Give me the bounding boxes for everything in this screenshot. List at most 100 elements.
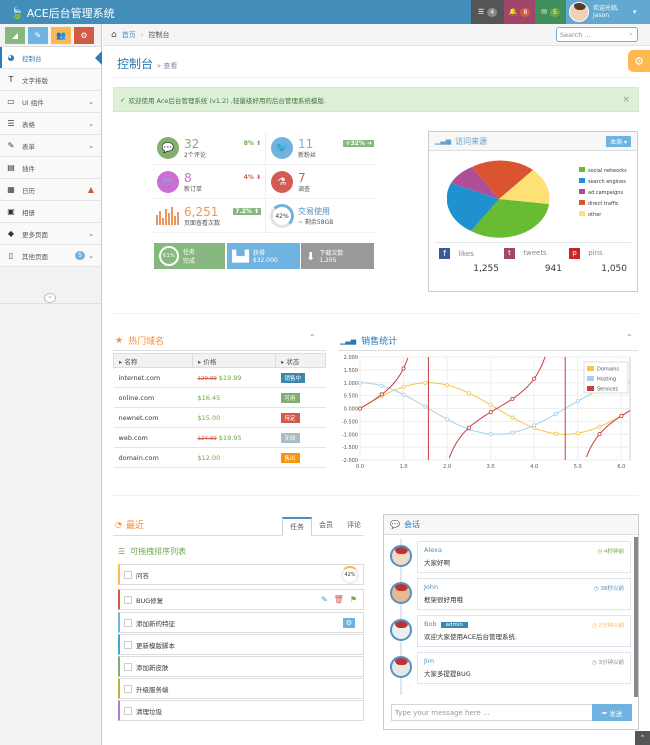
domain-status: 售出 xyxy=(275,447,326,468)
timeline-line xyxy=(400,539,402,695)
widget-header: ▁▃▅ 访问来源 本周 ▾ xyxy=(429,132,637,151)
chevron-down-icon: ⌄ xyxy=(88,141,94,150)
sidebar-item-widgets[interactable]: ▤ 插件 xyxy=(0,157,101,179)
legend-swatch xyxy=(587,376,594,381)
search-input[interactable]: Search ... ⌕ xyxy=(556,27,638,42)
data-point xyxy=(401,366,406,371)
collapse-chevron-icon[interactable]: ⌃ xyxy=(309,333,316,342)
y-tick-label: -1.000 xyxy=(342,432,358,438)
collapse-chevron-icon[interactable]: ⌃ xyxy=(626,333,633,342)
tab-members[interactable]: 会员 xyxy=(319,521,333,529)
table-row: online.com $16.45 可用 xyxy=(113,387,326,408)
task-checkbox[interactable] xyxy=(124,595,132,604)
task-progress: 42% xyxy=(341,565,359,584)
chart-shortcut-icon[interactable]: ◢ xyxy=(5,27,25,44)
flag-icon[interactable]: ⚑ xyxy=(349,595,357,604)
task-item[interactable]: 清理垃圾 xyxy=(118,700,364,721)
chevron-down-icon: ⌄ xyxy=(88,119,94,128)
task-item[interactable]: 添加新皮肤 xyxy=(118,656,364,677)
pins-value: 1,050 xyxy=(601,264,627,274)
trash-icon[interactable]: 🗑 xyxy=(333,595,344,604)
settings-gear-button[interactable]: ⚙ xyxy=(628,50,650,72)
task-item[interactable]: 添加新的特征 ⚙ xyxy=(118,612,364,633)
social-tweets: t tweets 941 xyxy=(504,248,562,274)
breadcrumb-home[interactable]: 首页 xyxy=(121,30,136,39)
sidebar-item-other[interactable]: ▯ 其他页面 5 ⌄ xyxy=(0,245,101,267)
tab-tasks[interactable]: 任务 xyxy=(282,517,312,536)
scroll-to-top-button[interactable]: ⌃ xyxy=(635,731,650,745)
chat-scrollbar[interactable] xyxy=(634,537,638,697)
infobox-number: 32 xyxy=(184,136,200,151)
flask-icon: ⚗ xyxy=(271,171,293,193)
message-author[interactable]: Alexa xyxy=(424,546,442,554)
signal-icon: ▁▃▅ xyxy=(340,336,357,345)
sidebar-item-gallery[interactable]: ▣ 相册 xyxy=(0,201,101,223)
domain-name: web.com xyxy=(113,427,193,448)
send-button[interactable]: ➦ 发送 xyxy=(592,704,632,721)
sidebar-item-more[interactable]: ◆ 更多页面 ⌄ xyxy=(0,223,101,245)
legend-item: search engines xyxy=(579,177,627,188)
sidebar-item-dashboard[interactable]: ◕ 控制台 xyxy=(0,47,102,69)
task-checkbox[interactable] xyxy=(124,570,132,579)
sidebar-item-calendar[interactable]: ▦ 日历 ▲ xyxy=(0,179,101,201)
pencil-icon[interactable]: ✎ xyxy=(320,595,328,604)
user-name: Jason xyxy=(593,12,610,19)
sidebar-item-tables[interactable]: ☰ 表格 ⌄ xyxy=(0,113,101,135)
settings-icon[interactable]: ⚙ xyxy=(342,617,355,628)
dashboard-icon: ◕ xyxy=(7,53,15,62)
column-header[interactable]: ▸ 名称 xyxy=(113,353,193,368)
users-shortcut-icon[interactable]: 👥 xyxy=(51,27,71,44)
message-text: 欢迎大家使用ACE后台管理系统. xyxy=(424,633,518,641)
user-menu[interactable]: 欢迎光临, Jason ▾ xyxy=(566,0,650,24)
recent-title: 最近 xyxy=(125,521,144,531)
task-checkbox[interactable] xyxy=(124,684,132,693)
sidebar-collapse[interactable]: « xyxy=(0,292,101,304)
page-subtitle: » 查看 xyxy=(156,62,178,70)
task-item[interactable]: 更新模版脚本 xyxy=(118,634,364,655)
cogs-shortcut-icon[interactable]: ⚙ xyxy=(74,27,94,44)
sidebar-item-label: 控制台 xyxy=(22,54,42,63)
column-header[interactable]: ▸ 状态 xyxy=(275,353,326,368)
tasks-button[interactable]: ☰ 4 xyxy=(471,0,504,24)
task-checkbox[interactable] xyxy=(124,706,132,715)
notifications-button[interactable]: 🔔 8 xyxy=(504,0,535,24)
sidebar-item-typography[interactable]: T 文字排版 xyxy=(0,69,101,91)
task-item[interactable]: 问答 42% xyxy=(118,564,364,585)
legend-item: direct traffic xyxy=(579,199,627,210)
close-icon[interactable]: × xyxy=(622,94,630,105)
divider xyxy=(113,350,326,351)
message-text: 框架很好用哦 xyxy=(424,596,463,604)
task-checkbox[interactable] xyxy=(124,640,132,649)
message-author[interactable]: John xyxy=(424,583,439,591)
divider xyxy=(113,495,638,496)
messages-button[interactable]: ✉ 5 xyxy=(535,0,566,24)
message-author[interactable]: Bob xyxy=(424,620,437,628)
legend-item: social networks xyxy=(579,166,627,177)
sidebar-item-ui[interactable]: ▭ UI 组件 ⌄ xyxy=(0,91,101,113)
sales-title: 销售统计 xyxy=(361,337,398,347)
task-item[interactable]: BUG修复 ✎ 🗑 ⚑ xyxy=(118,589,364,610)
task-item[interactable]: 升级服务端 xyxy=(118,678,364,699)
avatar xyxy=(390,582,412,604)
pencil-shortcut-icon[interactable]: ✎ xyxy=(28,27,48,44)
infobox-label: ~ 剩余58GB xyxy=(298,219,334,226)
data-point xyxy=(488,431,493,436)
alert-text: 欢迎使用 Ace后台管理系统 (v1.2) ,轻量级好用的后台管理系统模版. xyxy=(128,96,326,105)
widget-title: 访问来源 xyxy=(455,136,488,146)
gear-icon: ⚙ xyxy=(634,54,644,68)
rss-icon: ◔ xyxy=(115,520,122,529)
tab-comments[interactable]: 评论 xyxy=(347,521,361,529)
period-dropdown[interactable]: 本周 ▾ xyxy=(606,136,631,147)
list-icon: ☰ xyxy=(118,547,126,556)
data-point xyxy=(575,431,580,436)
message-author[interactable]: Jim xyxy=(424,657,435,665)
task-checkbox[interactable] xyxy=(124,618,132,627)
legend-item: other xyxy=(579,210,627,221)
avatar xyxy=(390,545,412,567)
brand-title: ACE后台管理系统 xyxy=(26,7,115,20)
task-checkbox[interactable] xyxy=(124,662,132,671)
brand[interactable]: 🍃 ACE后台管理系统 xyxy=(10,5,115,21)
infobox-followers: 🐦 11 新粉丝 +32% ➜ xyxy=(265,132,378,165)
column-header[interactable]: ▸ 价格 xyxy=(191,353,277,368)
sidebar-item-forms[interactable]: ✎ 表单 ⌄ xyxy=(0,135,101,157)
